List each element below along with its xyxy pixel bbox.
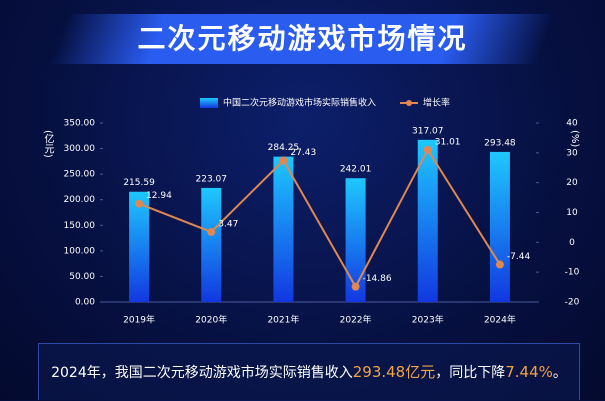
summary-highlight: 293.48亿元 [352, 363, 436, 381]
y-tick-label: 50.00 [69, 272, 95, 282]
y-tick-label: 150.00 [64, 221, 96, 231]
bar [129, 191, 150, 302]
bar-value-label: 242.01 [340, 165, 372, 175]
bar [417, 139, 438, 302]
bar [201, 187, 222, 302]
y2-tick-label: 10 [566, 208, 578, 218]
summary-text: 。 [552, 365, 567, 381]
y2-tick-label: -10 [565, 268, 580, 278]
y-tick-label: 200.00 [64, 195, 96, 205]
line-point [351, 282, 360, 291]
y-tick-label: 100.00 [64, 246, 96, 256]
bar [273, 156, 294, 302]
y2-tick-label: 40 [566, 119, 578, 129]
line-point [423, 145, 432, 154]
title: 二次元移动游戏市场情况 [137, 22, 468, 55]
x-tick-label: 2022年 [340, 314, 372, 326]
x-tick-label: 2019年 [123, 314, 155, 326]
summary-text: 2024年，我国二次元移动游戏市场实际销售收入 [51, 365, 353, 381]
line-value-label: -14.86 [363, 274, 392, 284]
legend-swatch [406, 100, 413, 106]
bar-value-label: 284.25 [268, 143, 300, 153]
bar [489, 151, 510, 302]
bar [345, 178, 366, 302]
line-point [207, 227, 216, 236]
legend-swatch [200, 98, 218, 108]
y2-tick-label: -20 [565, 298, 580, 308]
line-point [279, 156, 288, 165]
y-axis-label: (亿元) [42, 130, 54, 158]
y-tick-label: 250.00 [64, 170, 96, 180]
line-value-label: 31.01 [435, 137, 461, 147]
y2-axis-label: (%) [569, 130, 580, 147]
legend-label: 增长率 [423, 97, 450, 109]
bar-value-label: 215.59 [123, 178, 155, 188]
line [138, 147, 501, 289]
y2-tick-label: 20 [566, 178, 578, 188]
y-tick-label: 350.00 [64, 119, 96, 129]
summary-text: ，同比下降 [435, 365, 506, 381]
bar-value-label: 317.07 [412, 126, 444, 136]
line-value-label: 27.43 [290, 148, 316, 158]
line-value-label: 12.94 [146, 191, 172, 201]
summary: 2024年，我国二次元移动游戏市场实际销售收入293.48亿元，同比下降7.44… [38, 343, 580, 400]
chart: (亿元) (%) 0.00 50.00 100.00 150.00 200.00 250.… [42, 97, 580, 326]
summary-highlight: 7.44% [505, 363, 553, 381]
bar-value-label: 223.07 [196, 174, 228, 184]
line-point [495, 260, 504, 269]
y2-tick-label: 0 [569, 238, 575, 248]
x-tick-label: 2020年 [195, 314, 227, 326]
y2-tick-label: 30 [566, 148, 578, 158]
line-point [135, 199, 144, 208]
bar-value-label: 293.48 [484, 138, 516, 148]
y-tick-label: 0.00 [75, 298, 95, 308]
x-tick-label: 2023年 [412, 314, 444, 326]
legend-label: 中国二次元移动游戏市场实际销售收入 [223, 97, 376, 109]
y-tick-label: 300.00 [64, 144, 96, 154]
line-value-label: -7.44 [507, 252, 531, 262]
x-tick-label: 2024年 [484, 314, 516, 326]
x-tick-label: 2021年 [267, 314, 299, 326]
line-value-label: 3.47 [218, 219, 238, 229]
